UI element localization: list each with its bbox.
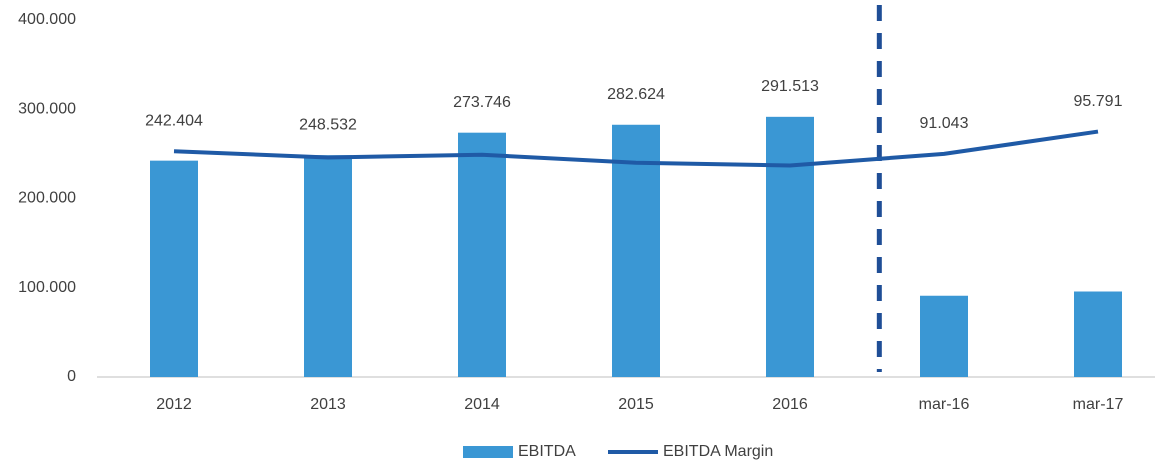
bar xyxy=(766,116,814,377)
x-tick-label: mar-16 xyxy=(919,396,970,413)
data-label: 91.043 xyxy=(920,115,969,132)
bar xyxy=(304,155,352,377)
bar xyxy=(458,132,506,377)
legend-label: EBITDA xyxy=(518,443,576,460)
x-tick-label: 2012 xyxy=(156,396,192,413)
line xyxy=(173,129,1099,168)
bar xyxy=(1074,291,1122,377)
x-tick-label: 2015 xyxy=(618,396,654,413)
x-tick-label: 2013 xyxy=(310,396,346,413)
data-label: 282.624 xyxy=(607,86,665,103)
bar xyxy=(920,295,968,377)
data-label: 242.404 xyxy=(145,112,203,129)
data-label: 248.532 xyxy=(299,116,357,133)
legend-swatch xyxy=(463,446,513,458)
bar xyxy=(612,124,660,377)
legend-label: EBITDA Margin xyxy=(663,443,773,460)
bar xyxy=(150,160,198,377)
y-tick-label: 200.000 xyxy=(18,190,76,207)
data-label: 291.513 xyxy=(761,78,819,95)
data-label: 273.746 xyxy=(453,94,511,111)
data-label: 95.791 xyxy=(1074,93,1123,110)
y-tick-label: 0 xyxy=(67,368,76,385)
y-tick-label: 300.000 xyxy=(18,100,76,117)
y-tick-label: 400.000 xyxy=(18,11,76,28)
x-tick-label: 2016 xyxy=(772,396,808,413)
y-tick-label: 100.000 xyxy=(18,279,76,296)
x-tick-label: 2014 xyxy=(464,396,500,413)
x-tick-label: mar-17 xyxy=(1073,396,1124,413)
